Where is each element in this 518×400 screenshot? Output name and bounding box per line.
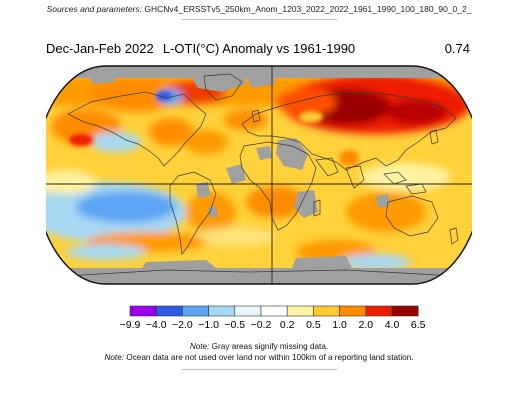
- bottom-divider: [182, 369, 337, 370]
- legend-color-cell: [339, 305, 367, 317]
- legend-tick-label: 6.5: [411, 319, 426, 331]
- anomaly-map: [46, 65, 472, 285]
- legend-tick-label: −2.0: [172, 319, 193, 331]
- legend-tick-label: −9.9: [120, 319, 141, 331]
- note-text: Ocean data are not used over land nor wi…: [126, 352, 414, 362]
- coastlines: [65, 73, 459, 277]
- top-divider: [182, 19, 337, 20]
- anomaly-field: [46, 66, 472, 284]
- note-label: Note:: [189, 342, 210, 351]
- legend-color-cell: [234, 305, 262, 317]
- note-label: Note:: [104, 352, 125, 362]
- legend-color-cell: [260, 305, 288, 317]
- legend-tick-label: −4.0: [146, 319, 167, 331]
- legend-tick-label: 0.2: [280, 319, 295, 331]
- source-label: Sources and parameters:: [46, 4, 143, 14]
- legend-tick-label: −0.5: [224, 319, 245, 331]
- legend-tick-labels: −9.9 −4.0 −2.0 −1.0 −0.5 −0.2 0.2 0.5 1.0 2.0 4.0 6…: [120, 319, 426, 331]
- missing-data-areas: [46, 66, 472, 284]
- legend-color-cell: [208, 305, 236, 317]
- legend-tick-label: 2.0: [358, 319, 373, 331]
- legend-color-bar: [129, 305, 419, 317]
- legend-color-cell: [391, 305, 419, 317]
- legend-color-cell: [313, 305, 340, 317]
- season-label: Dec-Jan-Feb 2022: [46, 41, 154, 56]
- legend-tick-label: −0.2: [251, 319, 272, 331]
- source-text: GHCNv4_ERSSTv5_250km_Anom_1203_2022_2022…: [144, 4, 472, 14]
- footnotes: Note: Gray areas signify missing data. N…: [0, 342, 518, 363]
- legend-tick-label: 1.0: [332, 319, 347, 331]
- legend-tick-label: 4.0: [385, 319, 400, 331]
- legend-tick-label: −1.0: [198, 319, 219, 331]
- legend-color-cell: [286, 305, 314, 317]
- note-text: Gray areas signify missing data.: [211, 342, 329, 351]
- note-ocean-data: Note: Ocean data are not used over land …: [0, 353, 518, 364]
- legend-color-cell: [365, 305, 393, 317]
- legend-tick-label: 0.5: [306, 319, 321, 331]
- map-border: [46, 65, 472, 285]
- legend-color-cell: [155, 305, 183, 317]
- note-missing-data: Note: Gray areas signify missing data.: [0, 342, 518, 353]
- legend-color-cell: [129, 305, 157, 317]
- map-title: L-OTI(°C) Anomaly vs 1961-1990: [162, 41, 356, 56]
- color-legend: −9.9 −4.0 −2.0 −1.0 −0.5 −0.2 0.2 0.5 1.0 2.0 4.0 6…: [120, 305, 426, 331]
- source-parameters: Sources and parameters: GHCNv4_ERSSTv5_2…: [0, 4, 518, 14]
- global-mean-value: 0.74: [444, 41, 470, 56]
- legend-color-cell: [182, 305, 209, 317]
